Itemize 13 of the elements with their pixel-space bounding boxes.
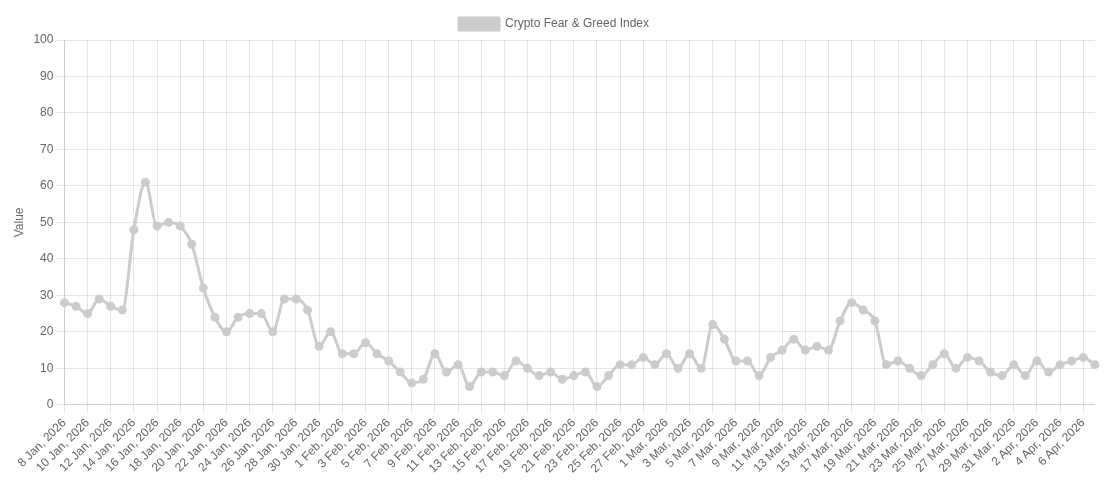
y-tick-label: 100 xyxy=(33,32,54,47)
y-tick-label: 90 xyxy=(40,68,54,83)
y-tick-label: 0 xyxy=(46,397,54,412)
y-axis-title: Value xyxy=(11,207,26,238)
y-tick-label: 80 xyxy=(40,105,54,120)
y-tick-label: 10 xyxy=(40,360,54,375)
y-tick-label: 40 xyxy=(40,251,54,266)
y-tick-label: 20 xyxy=(40,324,54,339)
y-tick-label: 30 xyxy=(40,287,54,302)
y-tick-label: 70 xyxy=(40,141,54,156)
legend-label: Crypto Fear & Greed Index xyxy=(504,16,650,31)
y-tick-label: 60 xyxy=(40,178,54,193)
y-tick-label: 50 xyxy=(40,214,54,229)
